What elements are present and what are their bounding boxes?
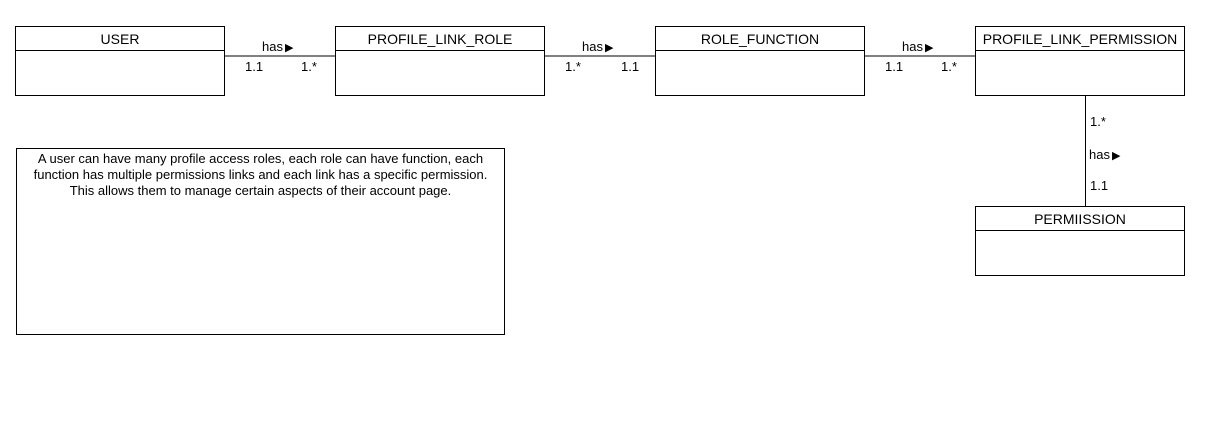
entity-permission[interactable]: PERMIISSION: [975, 206, 1185, 276]
assoc-role-function-label: has ▶: [582, 39, 613, 56]
mult-link-permission-bottom: 1.1: [1090, 178, 1109, 193]
entity-role-function[interactable]: ROLE_FUNCTION: [655, 26, 865, 96]
entity-permission-body: [976, 231, 1184, 275]
direction-arrow-icon: ▶: [284, 42, 294, 54]
note-line-2: function has multiple permissions links …: [33, 167, 488, 182]
assoc-user-role-text: has: [262, 39, 283, 54]
entity-role-function-name: ROLE_FUNCTION: [656, 27, 864, 51]
mult-role-function-right: 1.1: [621, 59, 640, 74]
entity-user[interactable]: USER: [15, 26, 225, 96]
entity-profile-link-permission-body: [976, 51, 1184, 95]
entity-profile-link-permission-name: PROFILE_LINK_PERMISSION: [976, 27, 1184, 51]
mult-function-permission-link-left: 1.1: [885, 59, 904, 74]
entity-profile-link-permission[interactable]: PROFILE_LINK_PERMISSION: [975, 26, 1185, 96]
mult-user-role-right: 1.*: [301, 59, 317, 74]
entity-user-name: USER: [16, 27, 224, 51]
entity-profile-link-role-name: PROFILE_LINK_ROLE: [336, 27, 544, 51]
assoc-role-function-text: has: [582, 39, 603, 54]
note-line-3: This allows them to manage certain aspec…: [69, 183, 452, 198]
mult-function-permission-link-right: 1.*: [941, 59, 957, 74]
assoc-link-permission-text: has: [1089, 147, 1110, 162]
assoc-link-permission-label: has ▶: [1089, 147, 1120, 164]
mult-user-role-left: 1.1: [245, 59, 264, 74]
assoc-function-permission-link-label: has ▶: [902, 39, 933, 56]
entity-role-function-body: [656, 51, 864, 95]
assoc-user-role-label: has ▶: [262, 39, 293, 56]
mult-role-function-left: 1.*: [565, 59, 581, 74]
direction-arrow-icon: ▶: [1111, 150, 1121, 162]
entity-profile-link-role[interactable]: PROFILE_LINK_ROLE: [335, 26, 545, 96]
entity-profile-link-role-body: [336, 51, 544, 95]
description-note[interactable]: A user can have many profile access role…: [16, 148, 505, 335]
mult-link-permission-top: 1.*: [1090, 114, 1106, 129]
direction-arrow-icon: ▶: [924, 42, 934, 54]
entity-user-body: [16, 51, 224, 95]
assoc-function-permission-link-text: has: [902, 39, 923, 54]
entity-permission-name: PERMIISSION: [976, 207, 1184, 231]
note-line-1: A user can have many profile access role…: [37, 151, 484, 166]
direction-arrow-icon: ▶: [604, 42, 614, 54]
